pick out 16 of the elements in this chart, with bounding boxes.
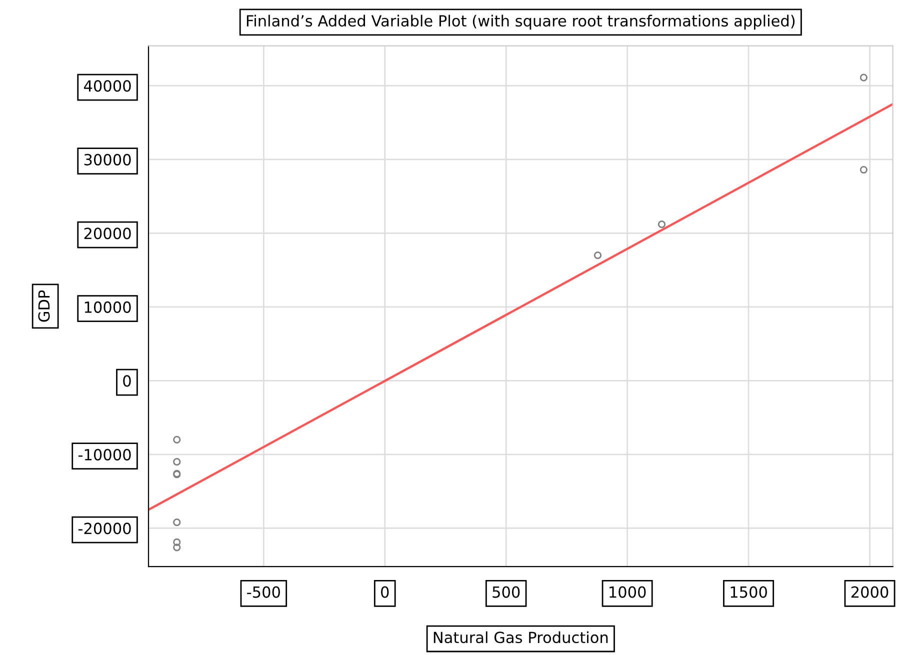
y-tick-label: 30000 (84, 154, 131, 166)
x-tick-label: 2000 (851, 586, 888, 598)
chart-title: Finland’s Added Variable Plot (with square root transformations applied) (246, 14, 795, 30)
y-axis-title: GDP (38, 290, 50, 322)
x-tick-label: 500 (492, 586, 520, 598)
y-tick-label: -10000 (78, 448, 131, 460)
y-tick-label: 10000 (84, 301, 131, 313)
x-axis-title: Natural Gas Production (434, 631, 608, 644)
x-tick-label: 1500 (730, 586, 767, 598)
x-tick-label: 0 (381, 586, 389, 598)
x-tick-label: -500 (247, 586, 280, 598)
y-tick-label: 40000 (84, 80, 131, 92)
x-tick-label: 1000 (610, 586, 646, 598)
y-tick-label: 0 (123, 375, 131, 387)
y-tick-label: 20000 (84, 228, 131, 240)
y-tick-label: -20000 (78, 522, 131, 534)
